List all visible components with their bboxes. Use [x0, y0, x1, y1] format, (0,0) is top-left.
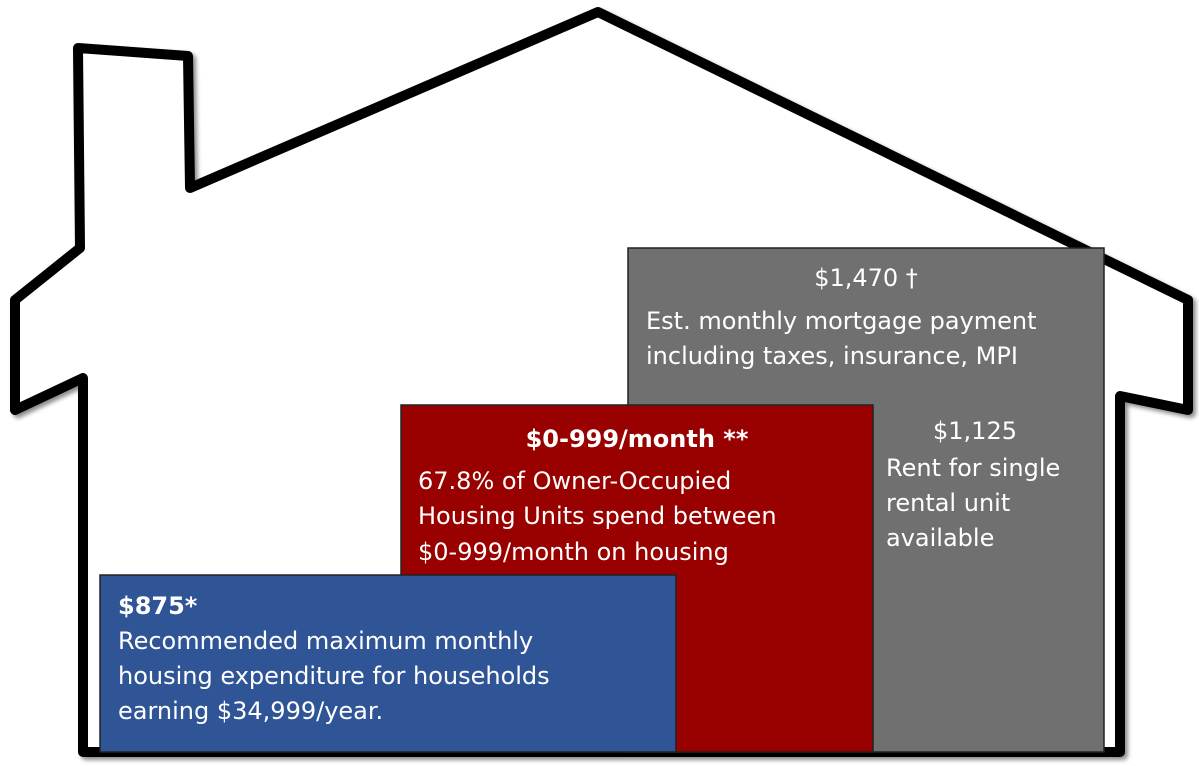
- rent-text: rental unit: [886, 489, 1010, 517]
- recommended-text: Recommended maximum monthly: [118, 627, 533, 655]
- recommended-text: earning $34,999/year.: [118, 697, 383, 725]
- owner-text: 67.8% of Owner-Occupied: [418, 467, 731, 495]
- mortgage-text: Est. monthly mortgage payment: [646, 307, 1037, 335]
- owner-heading: $0-999/month **: [526, 425, 749, 453]
- mortgage-text: including taxes, insurance, MPI: [646, 342, 1018, 370]
- rent-heading: $1,125: [933, 417, 1017, 445]
- owner-text: Housing Units spend between: [418, 502, 777, 530]
- mortgage-heading: $1,470 †: [814, 264, 918, 292]
- recommended-text: housing expenditure for households: [118, 662, 550, 690]
- rent-text: Rent for single: [886, 454, 1060, 482]
- owner-text: $0-999/month on housing: [418, 538, 729, 566]
- recommended-block: [99, 574, 677, 753]
- rent-text: available: [886, 524, 994, 552]
- recommended-heading: $875*: [118, 592, 198, 620]
